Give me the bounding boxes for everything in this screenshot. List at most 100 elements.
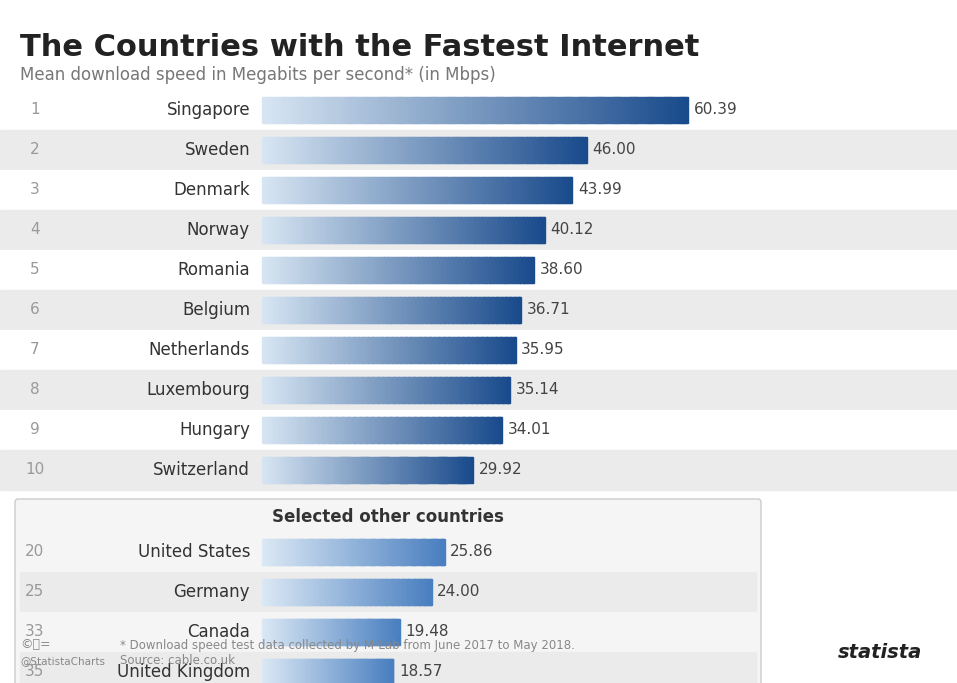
Bar: [391, 659, 392, 683]
Bar: [352, 417, 353, 443]
Bar: [328, 619, 329, 645]
Bar: [266, 377, 267, 403]
Bar: [397, 337, 399, 363]
Bar: [364, 257, 366, 283]
Bar: [376, 579, 377, 605]
Bar: [449, 377, 451, 403]
Bar: [380, 257, 382, 283]
Bar: [20, 532, 756, 572]
Bar: [281, 257, 283, 283]
Bar: [340, 297, 342, 323]
Bar: [319, 457, 321, 483]
Bar: [330, 417, 332, 443]
Bar: [306, 377, 308, 403]
Bar: [420, 257, 422, 283]
Bar: [431, 217, 433, 243]
Bar: [296, 659, 297, 683]
Bar: [278, 539, 279, 565]
Bar: [388, 177, 389, 203]
Bar: [284, 457, 286, 483]
Bar: [334, 337, 336, 363]
Bar: [285, 619, 286, 645]
Bar: [451, 337, 453, 363]
Bar: [425, 579, 427, 605]
Bar: [385, 659, 386, 683]
Bar: [486, 257, 488, 283]
Bar: [363, 177, 365, 203]
Bar: [491, 297, 493, 323]
Bar: [412, 257, 413, 283]
Bar: [366, 257, 367, 283]
Bar: [294, 619, 296, 645]
Bar: [432, 337, 434, 363]
Bar: [325, 659, 326, 683]
Bar: [412, 457, 413, 483]
Text: 29.92: 29.92: [478, 462, 523, 477]
Bar: [280, 217, 282, 243]
Bar: [414, 257, 416, 283]
Bar: [345, 417, 346, 443]
Bar: [387, 217, 389, 243]
Bar: [286, 137, 288, 163]
Bar: [426, 417, 428, 443]
Bar: [310, 579, 312, 605]
Bar: [464, 457, 466, 483]
Bar: [434, 177, 436, 203]
Bar: [401, 217, 403, 243]
Bar: [311, 619, 312, 645]
Bar: [335, 659, 336, 683]
Bar: [373, 377, 375, 403]
Bar: [400, 177, 402, 203]
Bar: [377, 137, 379, 163]
Bar: [536, 177, 539, 203]
Bar: [339, 659, 340, 683]
Bar: [527, 217, 529, 243]
Bar: [282, 177, 284, 203]
Bar: [350, 377, 351, 403]
Bar: [295, 539, 297, 565]
Bar: [402, 539, 404, 565]
Bar: [20, 572, 756, 612]
Bar: [462, 417, 464, 443]
Bar: [499, 97, 501, 123]
Bar: [456, 177, 457, 203]
Bar: [502, 297, 504, 323]
Bar: [288, 377, 290, 403]
Bar: [264, 417, 266, 443]
Bar: [323, 257, 325, 283]
Bar: [401, 337, 403, 363]
Bar: [405, 217, 407, 243]
Bar: [339, 539, 340, 565]
Bar: [297, 619, 298, 645]
Bar: [290, 177, 292, 203]
Bar: [391, 257, 393, 283]
Bar: [405, 177, 407, 203]
Bar: [545, 177, 546, 203]
Bar: [330, 217, 332, 243]
Bar: [397, 377, 399, 403]
Bar: [341, 539, 342, 565]
Bar: [350, 579, 351, 605]
Bar: [270, 659, 271, 683]
Bar: [375, 337, 376, 363]
Bar: [450, 137, 452, 163]
Bar: [282, 579, 283, 605]
Bar: [295, 177, 297, 203]
Bar: [355, 457, 356, 483]
Bar: [421, 457, 423, 483]
Bar: [305, 539, 307, 565]
Bar: [352, 619, 353, 645]
Bar: [325, 97, 328, 123]
Bar: [277, 417, 278, 443]
Bar: [281, 377, 283, 403]
Bar: [332, 177, 334, 203]
Bar: [285, 257, 287, 283]
Bar: [293, 257, 295, 283]
Bar: [500, 257, 501, 283]
Bar: [292, 659, 293, 683]
Text: 35: 35: [25, 665, 45, 680]
Bar: [305, 579, 306, 605]
Bar: [284, 257, 285, 283]
Bar: [411, 417, 412, 443]
Bar: [334, 97, 337, 123]
